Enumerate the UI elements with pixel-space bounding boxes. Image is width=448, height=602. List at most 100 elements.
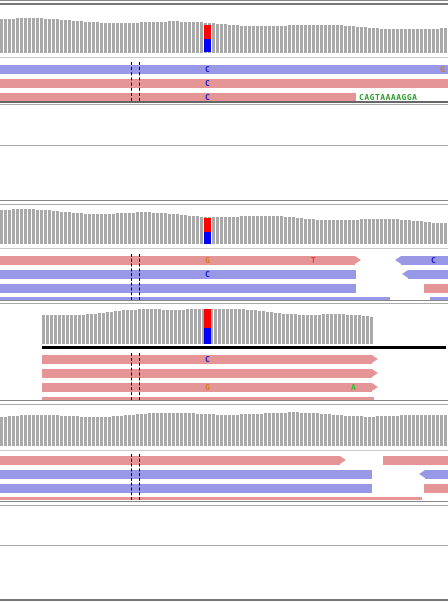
read-reverse[interactable] — [0, 284, 356, 293]
coverage-bar — [196, 216, 199, 244]
soft-clip-sequence: CAGTAAAAGGA — [359, 93, 418, 102]
coverage-bar — [284, 217, 287, 244]
read-arrow — [372, 383, 378, 391]
coverage-bar — [336, 415, 339, 446]
coverage-bar — [380, 29, 383, 53]
coverage-bar — [436, 29, 439, 53]
panel-separator — [0, 505, 448, 506]
coverage-bar — [210, 309, 213, 344]
coverage-bar — [58, 315, 61, 344]
read-reverse[interactable] — [0, 297, 390, 300]
read-forward[interactable] — [424, 284, 448, 293]
coverage-bar — [300, 218, 303, 244]
coverage-bar — [100, 214, 103, 244]
coverage-bar — [262, 311, 265, 344]
coverage-bar — [8, 210, 11, 244]
coverage-bar — [360, 416, 363, 446]
top-border — [0, 0, 448, 1]
read-reverse[interactable] — [0, 65, 448, 74]
coverage-bar — [56, 19, 59, 53]
coverage-bar — [120, 23, 123, 53]
read-forward[interactable] — [424, 484, 448, 493]
coverage-bar — [320, 25, 323, 53]
coverage-bar — [100, 417, 103, 446]
coverage-bar — [264, 216, 267, 244]
coverage-bar — [396, 29, 399, 53]
read-forward[interactable] — [0, 497, 422, 500]
coverage-bar — [392, 29, 395, 53]
allele-alt-segment — [204, 232, 211, 244]
coverage-bar — [102, 313, 105, 344]
coverage-bar — [220, 415, 223, 446]
read-reverse[interactable] — [401, 256, 448, 265]
read-reverse[interactable] — [425, 470, 448, 479]
read-forward[interactable] — [42, 397, 374, 400]
coverage-bar — [16, 209, 19, 244]
read-reverse[interactable] — [430, 297, 448, 300]
coverage-bar — [86, 314, 89, 344]
coverage-bar — [154, 309, 157, 344]
coverage-bar — [288, 412, 291, 446]
coverage-bar — [328, 414, 331, 446]
coverage-bar — [168, 214, 171, 244]
coverage-bar — [136, 23, 139, 53]
coverage-bar — [264, 413, 267, 446]
read-forward[interactable] — [0, 456, 340, 465]
read-reverse[interactable] — [0, 484, 372, 493]
center-line-left — [131, 254, 132, 300]
mismatch-base: C — [205, 79, 210, 88]
coverage-bar — [334, 314, 337, 344]
coverage-bar — [214, 309, 217, 344]
read-forward[interactable] — [383, 456, 448, 465]
coverage-bar — [96, 22, 99, 53]
coverage-bar — [136, 212, 139, 244]
read-forward[interactable] — [42, 383, 372, 392]
panel-separator — [0, 404, 448, 405]
coverage-bar — [88, 22, 91, 53]
read-arrow — [355, 256, 361, 264]
coverage-bar — [156, 413, 159, 446]
coverage-bar — [216, 415, 219, 446]
mismatch-base: G — [205, 383, 210, 392]
coverage-bar — [256, 26, 259, 53]
coverage-bar — [358, 315, 361, 344]
coverage-bar — [108, 214, 111, 244]
coverage-bar — [84, 214, 87, 244]
coverage-bar — [344, 220, 347, 244]
read-forward[interactable] — [0, 256, 355, 265]
coverage-bar — [180, 22, 183, 53]
coverage-bar — [122, 310, 125, 344]
coverage-bar — [112, 416, 115, 446]
coverage-bar — [312, 25, 315, 53]
center-line-right — [139, 254, 140, 300]
allele-ref-segment — [204, 309, 211, 328]
coverage-bar — [268, 413, 271, 446]
coverage-bar — [160, 413, 163, 446]
coverage-bar — [158, 309, 161, 344]
read-forward[interactable] — [0, 93, 356, 102]
coverage-bar — [292, 217, 295, 244]
coverage-bar — [272, 26, 275, 53]
coverage-bar — [432, 223, 435, 244]
coverage-bar — [20, 18, 23, 53]
coverage-bar — [368, 417, 371, 446]
coverage-bar — [288, 217, 291, 244]
coverage-bar — [348, 220, 351, 244]
coverage-bar — [108, 23, 111, 53]
coverage-bar — [178, 310, 181, 344]
coverage-bar — [318, 315, 321, 344]
read-forward[interactable] — [0, 79, 448, 88]
read-forward[interactable] — [42, 369, 372, 378]
coverage-bar — [176, 21, 179, 53]
coverage-bar — [360, 27, 363, 53]
read-reverse[interactable] — [0, 270, 356, 279]
read-arrow — [372, 355, 378, 363]
read-reverse[interactable] — [408, 270, 448, 279]
coverage-bar — [222, 309, 225, 344]
coverage-bar — [380, 416, 383, 446]
coverage-bar — [68, 20, 71, 53]
read-forward[interactable] — [42, 355, 372, 364]
coverage-bar — [28, 209, 31, 244]
read-reverse[interactable] — [0, 470, 372, 479]
